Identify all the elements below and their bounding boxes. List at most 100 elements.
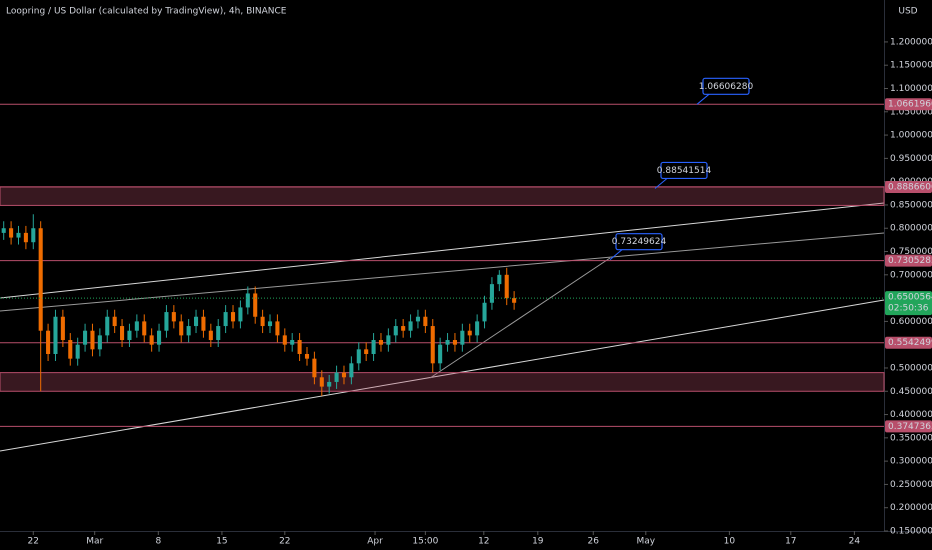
x-tick-label: Apr [367,537,383,547]
x-tick-label: 8 [155,537,161,547]
candle-body [423,316,428,327]
candle-body [186,326,191,336]
candle-body [105,316,110,336]
price-level-tag [885,420,932,433]
price-level-label: 0.55424997 [888,338,932,348]
y-tick-label: 0.80000000 [890,224,932,234]
price-level-tag [885,98,932,111]
y-tick-label: 0.20000000 [890,503,932,513]
candle-body [201,316,206,331]
price-level-tag [885,254,932,267]
trend-line [429,257,611,379]
x-tick-label: 15 [216,537,227,547]
candle-body [275,321,280,336]
candle-body [134,321,139,331]
y-tick-label: 0.25000000 [890,480,932,490]
callout-box [660,161,708,180]
x-tick-label: 19 [532,537,544,547]
y-tick-label: 1.10000000 [890,84,932,94]
candle-body [127,330,132,341]
candle-body [9,228,14,238]
candle-body [401,326,406,331]
candle-body [415,316,420,322]
y-tick-label: 0.50000000 [890,363,932,373]
chart-title: Loopring / US Dollar (calculated by Trad… [6,7,287,17]
y-tick-label: 1.00000000 [890,131,932,141]
candle-body [68,340,73,359]
candle-body [223,312,228,327]
x-tick-label: 22 [28,537,39,547]
candle-body [371,340,376,354]
price-level-tag [885,336,932,349]
x-tick-label: 12 [478,537,489,547]
candle-body [319,377,324,387]
x-tick-label: 22 [279,537,290,547]
candle-body [430,326,435,364]
candle-body [253,293,258,317]
callout-box [615,233,663,251]
price-level-label: 0.73052857 [888,256,932,266]
candle-body [208,330,213,341]
candle-body [1,228,6,233]
y-tick-label: 0.70000000 [890,270,932,280]
candle-body [489,284,494,303]
candle-body [142,321,147,336]
y-tick-label: 0.85000000 [890,200,932,210]
last-price-label: 0.65005647 [888,293,932,303]
x-tick-label: 17 [785,537,796,547]
candle-body [149,335,154,345]
candle-body [230,312,236,322]
candle-body [282,335,287,345]
candle-body [83,330,88,345]
price-zone [0,186,885,206]
candle-body [75,344,80,359]
candle-body [179,321,184,336]
currency-label: USD [898,7,917,17]
candle-body [112,316,117,327]
price-level-label: 1.06619607 [888,100,932,110]
trend-line [0,202,885,299]
price-level-tag [885,180,932,193]
y-tick-label: 1.05000000 [890,107,932,117]
candle-body [23,232,28,243]
candle-body [267,321,273,327]
candle-body [378,340,384,345]
candle-body [31,228,36,243]
y-tick-label: 0.75000000 [890,247,932,257]
callout-pointer [696,93,710,105]
candle-body [445,340,450,345]
candle-body [97,335,102,350]
y-tick-label: 0.45000000 [890,387,932,397]
candle-body [260,316,265,327]
callout-pointer [609,249,623,261]
price-zone [0,372,885,392]
candle-body [349,363,354,378]
y-tick-label: 1.20000000 [890,37,932,47]
candle-body [438,344,443,364]
y-tick-label: 0.15000000 [890,527,932,537]
candle-body [460,330,465,345]
candle-body [304,354,310,359]
candle-body [245,293,250,308]
candle-body [157,330,162,345]
callout-label: 0.88541514 [657,166,712,176]
candle-body [334,372,339,382]
candle-body [452,340,457,345]
candle-body [216,326,221,341]
candle-body [53,316,58,354]
candle-body [356,349,361,364]
candle-body [482,302,487,322]
x-tick-label: 10 [724,537,736,547]
candle-body [475,321,480,336]
candle-body [290,340,295,345]
y-tick-label: 0.60000000 [890,317,932,327]
candle-body [512,298,517,303]
candle-body [497,274,502,285]
candle-body [504,274,509,299]
candle-body [297,340,302,354]
candle-body [393,326,398,336]
candle-body [193,316,199,327]
candle-body [364,349,369,354]
